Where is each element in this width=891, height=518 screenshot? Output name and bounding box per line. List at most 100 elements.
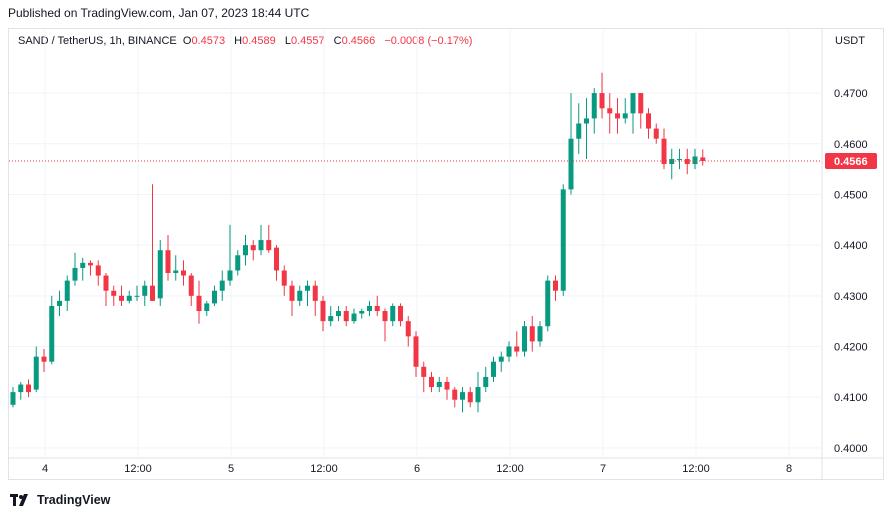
candle	[88, 260, 93, 276]
candle	[506, 341, 512, 362]
candle	[351, 308, 357, 324]
candle	[460, 387, 465, 413]
candle	[235, 250, 241, 276]
candle	[630, 93, 636, 134]
candle	[429, 371, 434, 393]
candle	[452, 387, 458, 408]
candle	[584, 98, 589, 159]
candle	[560, 184, 566, 296]
candle	[57, 290, 62, 317]
candle	[173, 255, 179, 281]
y-tick-label: 0.4400	[834, 240, 868, 252]
candle	[367, 300, 372, 317]
chart-frame	[8, 28, 884, 480]
y-tick-label: 0.4000	[834, 443, 868, 455]
published-caption: Published on TradingView.com, Jan 07, 20…	[8, 6, 310, 20]
candle	[142, 280, 148, 306]
candle	[111, 285, 117, 306]
candle	[274, 245, 279, 281]
candle	[607, 93, 613, 134]
candle	[10, 387, 16, 408]
x-tick-label: 5	[228, 463, 234, 475]
candle	[700, 149, 706, 166]
candle	[41, 349, 47, 372]
grid-lines	[9, 29, 883, 479]
candle	[336, 305, 341, 322]
candle	[405, 316, 411, 347]
y-tick-label: 0.4500	[834, 189, 868, 201]
symbol-label[interactable]: SAND / TetherUS, 1h, BINANCE	[18, 35, 177, 47]
last-price-marker: 0.4566	[9, 152, 877, 169]
candle	[684, 148, 690, 175]
brand-name: TradingView	[37, 493, 111, 507]
x-tick-label: 12:00	[310, 463, 338, 475]
candle	[545, 275, 551, 332]
candles	[10, 72, 706, 413]
open-value: 0.4573	[191, 35, 226, 47]
low-value: 0.4557	[290, 35, 325, 47]
candle	[33, 346, 39, 393]
y-tick-label: 0.4600	[834, 139, 868, 151]
currency-label: USDT	[835, 35, 865, 47]
candle	[444, 376, 450, 400]
candle	[227, 224, 233, 286]
y-tick-label: 0.4100	[834, 392, 868, 404]
candle	[622, 98, 628, 124]
candle	[18, 381, 24, 400]
footer-brand[interactable]: TradingView	[10, 493, 110, 507]
candle	[421, 361, 427, 393]
time-axis[interactable]: 4 12:00 5 12:00 6 12:00 7 12:00 8	[42, 463, 792, 475]
open-label: O	[182, 35, 192, 47]
x-tick-label: 4	[42, 463, 48, 475]
x-tick-label: 6	[414, 463, 420, 475]
candle	[498, 351, 504, 372]
candle	[537, 321, 543, 347]
candle	[80, 257, 86, 281]
candle	[382, 308, 388, 342]
candle	[188, 273, 194, 306]
candle	[72, 252, 78, 286]
candle	[390, 303, 396, 327]
x-tick-label: 12:00	[682, 463, 710, 475]
candle	[576, 103, 582, 154]
last-price-tag	[825, 152, 877, 169]
y-tick-label: 0.4700	[834, 88, 868, 100]
candle	[181, 260, 186, 286]
candle	[677, 148, 682, 170]
candle	[599, 72, 605, 119]
candle	[219, 270, 225, 301]
candle	[491, 356, 496, 382]
candle	[258, 224, 264, 256]
candle	[398, 303, 403, 327]
low-label: L	[284, 35, 291, 47]
candle	[312, 280, 318, 317]
y-tick-label: 0.4300	[834, 291, 868, 303]
candle	[289, 280, 295, 317]
candle	[359, 308, 365, 319]
candle	[165, 234, 171, 281]
x-tick-label: 12:00	[124, 463, 152, 475]
candle	[281, 265, 287, 296]
price-axis[interactable]: 0.4700 0.4600 0.4500 0.4400 0.4300 0.4200 0.41…	[834, 88, 868, 455]
candle	[212, 285, 217, 306]
candle	[328, 305, 334, 327]
candle	[568, 93, 574, 195]
candle	[243, 234, 248, 266]
close-label: C	[333, 35, 342, 47]
candle	[514, 331, 520, 357]
candle	[305, 280, 310, 306]
candle	[95, 260, 101, 286]
change-value: −0.0008 (−0.17%)	[384, 35, 473, 47]
candle	[320, 295, 326, 332]
candle	[26, 379, 31, 398]
candle	[553, 275, 558, 301]
candle	[529, 316, 535, 352]
tradingview-logo-icon	[10, 494, 28, 506]
y-tick-label: 0.4200	[834, 341, 868, 353]
x-tick-label: 8	[786, 463, 792, 475]
candle	[692, 148, 698, 170]
candle	[204, 300, 210, 317]
candle	[467, 387, 473, 408]
candle	[64, 275, 70, 312]
